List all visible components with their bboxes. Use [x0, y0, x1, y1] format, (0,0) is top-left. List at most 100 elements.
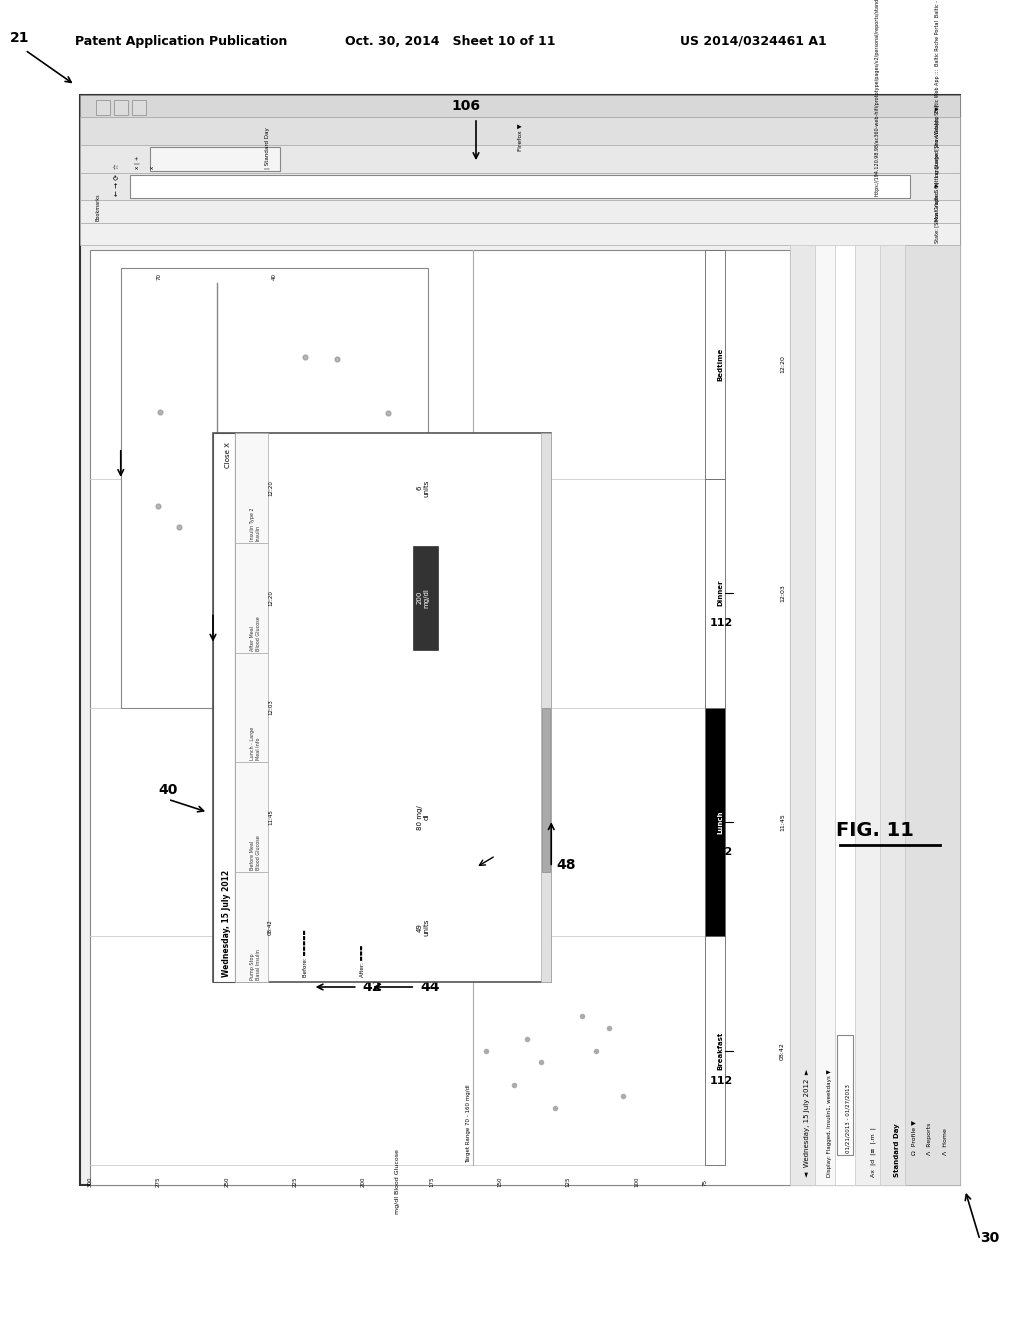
Text: Patent Application Publication: Patent Application Publication: [75, 36, 288, 48]
Text: 12:03: 12:03: [780, 585, 785, 602]
Text: Display: Flagged, Insulin1, weekdays ▼: Display: Flagged, Insulin1, weekdays ▼: [827, 1069, 831, 1177]
Text: | Standard Day: | Standard Day: [264, 127, 270, 169]
Polygon shape: [905, 246, 961, 1185]
Text: 6
units: 6 units: [417, 479, 430, 496]
Text: State: [Show Graph: S ▼]   Language: [Show Graph: S ▼]: State: [Show Graph: S ▼] Language: [Show…: [935, 104, 940, 243]
Text: 30: 30: [980, 1232, 999, 1245]
Polygon shape: [837, 1035, 853, 1155]
Polygon shape: [90, 249, 790, 1185]
Polygon shape: [473, 249, 719, 1166]
Text: 50: 50: [194, 594, 213, 607]
Polygon shape: [213, 433, 234, 982]
Text: Close X: Close X: [225, 442, 231, 469]
Text: 275: 275: [156, 1176, 161, 1187]
Text: 112: 112: [710, 618, 733, 628]
Polygon shape: [234, 763, 268, 873]
Text: Before Meal
Blood Glucose: Before Meal Blood Glucose: [250, 836, 261, 870]
Text: Firefox ▼: Firefox ▼: [517, 123, 522, 150]
Polygon shape: [80, 201, 961, 223]
Text: 175: 175: [429, 1176, 434, 1187]
Text: Most Visited  Getting Started  Jira  WebApp  Baltic Web App :::  Baltic Roche Po: Most Visited Getting Started Jira WebApp…: [935, 0, 940, 220]
Text: After Meal
Blood Glucose: After Meal Blood Glucose: [250, 616, 261, 651]
Text: 110: 110: [213, 593, 237, 603]
Text: ◄  Wednesday, 15 July 2012  ►: ◄ Wednesday, 15 July 2012 ►: [804, 1069, 810, 1177]
Text: 21: 21: [10, 30, 30, 45]
Text: 48: 48: [556, 858, 575, 873]
Text: 40: 40: [158, 783, 177, 797]
Text: Breakfast: Breakfast: [717, 1031, 723, 1069]
Text: 300: 300: [87, 1176, 92, 1187]
Polygon shape: [213, 433, 551, 982]
Text: Oct. 30, 2014   Sheet 10 of 11: Oct. 30, 2014 Sheet 10 of 11: [345, 36, 555, 48]
Text: Bedtime: Bedtime: [717, 347, 723, 381]
Text: x | +: x | +: [134, 156, 140, 169]
Text: Λ  Home: Λ Home: [943, 1129, 948, 1155]
Polygon shape: [880, 246, 905, 1185]
Text: Λ  Reports: Λ Reports: [927, 1122, 932, 1155]
Text: Ax  |d  |≡  |.m  |: Ax |d |≡ |.m |: [870, 1127, 876, 1177]
Text: 70: 70: [157, 273, 162, 280]
Polygon shape: [835, 246, 855, 1185]
Text: 250: 250: [224, 1176, 229, 1187]
Text: 42: 42: [362, 979, 382, 994]
Polygon shape: [234, 873, 268, 982]
Polygon shape: [705, 708, 725, 936]
Polygon shape: [705, 479, 725, 708]
Text: Hypo: Hypo: [148, 667, 154, 681]
Text: Wednesday, 15 July 2012: Wednesday, 15 July 2012: [222, 870, 231, 977]
Polygon shape: [121, 268, 428, 708]
Text: Pump Stop
Basal Insulin: Pump Stop Basal Insulin: [250, 949, 261, 979]
Polygon shape: [130, 176, 910, 198]
Text: Lunch: Lunch: [717, 810, 723, 834]
Text: 100: 100: [634, 1176, 639, 1187]
Text: 08:42: 08:42: [268, 919, 273, 935]
Polygon shape: [790, 246, 961, 1185]
Polygon shape: [234, 433, 268, 543]
Text: 150: 150: [498, 1176, 503, 1187]
Polygon shape: [234, 543, 268, 652]
Polygon shape: [790, 246, 815, 1185]
Text: Low: Low: [148, 615, 154, 626]
Text: Before: ▬▬▬▬▬: Before: ▬▬▬▬▬: [303, 929, 307, 977]
Polygon shape: [705, 936, 725, 1166]
Polygon shape: [234, 652, 268, 763]
Text: 108: 108: [498, 840, 524, 853]
Text: 200
mg/dl: 200 mg/dl: [417, 587, 430, 607]
Text: Dinner: Dinner: [717, 579, 723, 606]
Text: Target Range 70 - 160 mg/dl: Target Range 70 - 160 mg/dl: [466, 1084, 471, 1163]
Text: Standard Day: Standard Day: [894, 1123, 900, 1177]
Text: 08:42: 08:42: [780, 1041, 785, 1060]
Polygon shape: [815, 246, 835, 1185]
Text: FIG. 11: FIG. 11: [836, 821, 914, 840]
Text: 49
units: 49 units: [417, 919, 430, 936]
Text: 75: 75: [702, 1179, 708, 1185]
Polygon shape: [855, 246, 880, 1185]
Text: 110: 110: [213, 702, 237, 713]
Text: 200: 200: [360, 1176, 366, 1187]
Text: 11:45: 11:45: [268, 809, 273, 825]
Polygon shape: [96, 100, 110, 115]
Text: Insulin Type 2
Insulin: Insulin Type 2 Insulin: [250, 507, 261, 541]
Text: 44: 44: [420, 979, 439, 994]
Polygon shape: [80, 145, 961, 173]
Polygon shape: [114, 100, 128, 115]
Polygon shape: [542, 433, 551, 982]
Text: mg/dl Blood Glucose: mg/dl Blood Glucose: [395, 1150, 400, 1214]
Polygon shape: [705, 249, 725, 479]
Text: ← → ⟳  ☆: ← → ⟳ ☆: [114, 164, 120, 195]
Text: Bookmarks: Bookmarks: [95, 193, 100, 220]
Polygon shape: [543, 708, 550, 873]
Text: 01/21/2013 - 01/27/2013: 01/21/2013 - 01/27/2013: [846, 1084, 851, 1152]
Text: x: x: [150, 166, 155, 169]
Text: 102: 102: [136, 429, 165, 444]
Polygon shape: [80, 95, 961, 117]
Text: 40: 40: [272, 273, 278, 280]
Text: After: ▬▬▬: After: ▬▬▬: [360, 945, 366, 977]
Text: 80 mg/
dl: 80 mg/ dl: [417, 805, 430, 830]
Polygon shape: [80, 223, 961, 246]
Text: 12:20: 12:20: [780, 355, 785, 374]
Text: 11:45: 11:45: [780, 813, 785, 830]
Polygon shape: [80, 95, 961, 1185]
Text: 12:03: 12:03: [268, 700, 273, 715]
Text: 106: 106: [452, 99, 480, 114]
